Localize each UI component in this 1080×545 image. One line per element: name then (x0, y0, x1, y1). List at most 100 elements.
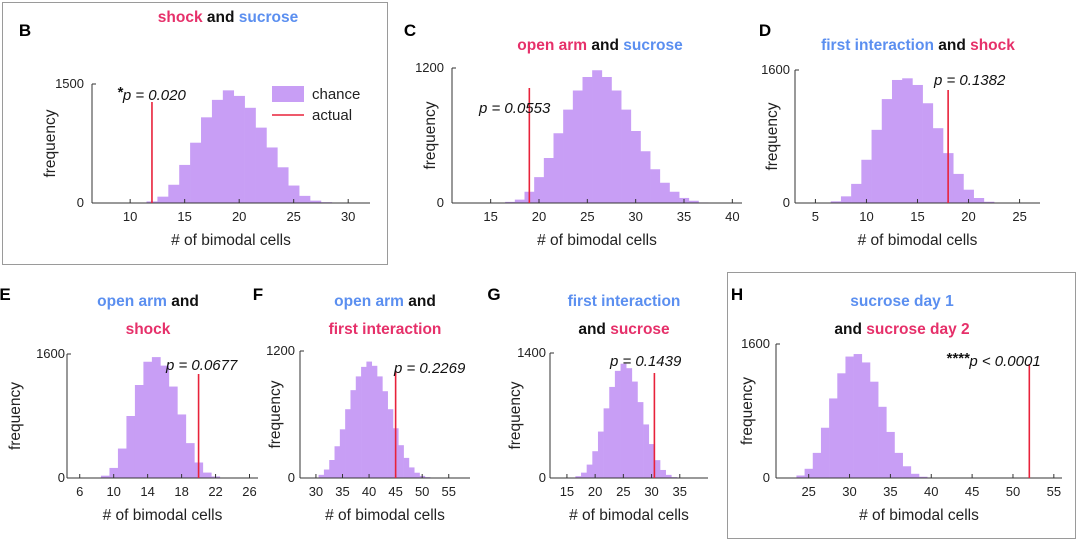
histogram-bar (597, 431, 604, 478)
title-span: and (587, 37, 623, 54)
chart-title: sucrose day 1 (850, 293, 954, 310)
y-axis-label: frequency (42, 109, 59, 177)
y-axis-label: frequency (267, 380, 284, 448)
histogram-bar (620, 363, 627, 478)
title-span: open arm (97, 293, 167, 310)
p-value-text: p < 0.0001 (968, 353, 1040, 370)
histogram-bar (609, 386, 616, 478)
histogram-bar (211, 99, 224, 203)
histogram-bar (837, 373, 846, 478)
title-span: and (167, 293, 199, 310)
histogram-bar (310, 200, 322, 203)
histogram-bar (912, 84, 923, 203)
y-axis-label: frequency (422, 101, 439, 169)
y-tick-label: 0 (437, 195, 444, 210)
y-tick-label: 1600 (36, 346, 65, 361)
title-span: shock (158, 9, 203, 26)
y-tick-label: 0 (58, 470, 65, 485)
histogram-bar (361, 366, 367, 478)
y-tick-label: 1600 (741, 336, 770, 351)
y-axis-label: frequency (507, 381, 524, 449)
x-tick-label: 55 (1047, 484, 1061, 499)
histogram-bar (288, 185, 300, 203)
x-tick-label: 50 (415, 484, 429, 499)
p-value-label: p = 0.2269 (393, 360, 466, 377)
chart-title: shock and sucrose (158, 9, 299, 26)
histogram-bar (168, 184, 180, 203)
x-tick-label: 15 (910, 209, 924, 224)
histogram-bar (134, 385, 144, 478)
panel-h-frame (727, 272, 1076, 539)
title-span: shock (126, 321, 171, 338)
panel-letter: H (731, 285, 743, 304)
chart-title: first interaction (568, 293, 681, 310)
x-axis-label: # of bimodal cells (858, 232, 978, 249)
histogram-bar (100, 475, 110, 478)
x-tick-label: 45 (965, 484, 979, 499)
histogram-bar (151, 357, 161, 478)
x-tick-label: 45 (388, 484, 402, 499)
histogram-bar (126, 416, 136, 478)
histogram-bar (586, 464, 593, 478)
histogram-bar (601, 77, 612, 203)
p-value-label: p = 0.1439 (609, 353, 682, 370)
x-tick-label: 15 (177, 209, 191, 224)
title-span: first interaction (329, 321, 442, 338)
panel-letter: G (487, 285, 500, 304)
histogram-bar (414, 472, 420, 478)
chart-title: open arm and sucrose (517, 37, 683, 54)
histogram-bar (177, 414, 187, 478)
x-tick-label: 26 (242, 484, 256, 499)
histogram-bar (919, 476, 928, 478)
panel-letter: C (404, 21, 416, 40)
y-tick-label: 0 (783, 195, 790, 210)
histogram-bar (581, 472, 587, 478)
histogram-bar (637, 402, 644, 478)
x-tick-label: 25 (616, 484, 630, 499)
p-value-label: p = 0.0553 (478, 100, 551, 117)
title-span: sucrose day 2 (866, 321, 969, 338)
x-tick-label: 35 (673, 484, 687, 499)
chart-title: first interaction (329, 321, 442, 338)
x-tick-label: 30 (628, 209, 642, 224)
x-tick-label: 35 (677, 209, 691, 224)
title-span: and (203, 9, 239, 26)
histogram-bar (563, 109, 574, 203)
histogram-bar (572, 90, 583, 203)
histogram-bar (910, 473, 920, 478)
x-axis-label: # of bimodal cells (103, 507, 223, 524)
y-axis-label: frequency (764, 102, 781, 170)
histogram-bar (185, 443, 195, 478)
panel-letter: B (19, 21, 31, 40)
histogram-bar (845, 356, 854, 478)
histogram-bar (603, 408, 610, 478)
histogram-bar (631, 381, 638, 478)
significance-stars: * (117, 84, 124, 101)
chart-title: shock (126, 321, 171, 338)
x-axis-label: # of bimodal cells (537, 232, 657, 249)
histogram-bar (665, 474, 672, 478)
x-tick-label: 25 (1012, 209, 1026, 224)
histogram-bar (648, 444, 655, 478)
histogram-bar (408, 467, 415, 478)
histogram-bar (973, 198, 985, 203)
title-span: open arm (334, 293, 404, 310)
histogram-bar (820, 427, 830, 478)
histogram-bar (201, 117, 213, 203)
significance-stars: **** (946, 350, 971, 367)
title-span: and (578, 321, 610, 338)
histogram-bar (157, 196, 169, 203)
histogram-bar (592, 451, 599, 478)
legend-chance-swatch (272, 86, 304, 102)
histogram-bar (387, 409, 394, 478)
x-tick-label: 20 (961, 209, 975, 224)
histogram-bar (190, 142, 202, 203)
histogram-bar (861, 159, 872, 203)
p-value-label: ****p < 0.0001 (946, 350, 1041, 370)
x-tick-label: 15 (483, 209, 497, 224)
x-axis-label: # of bimodal cells (325, 507, 445, 524)
histogram-bar (582, 77, 593, 203)
